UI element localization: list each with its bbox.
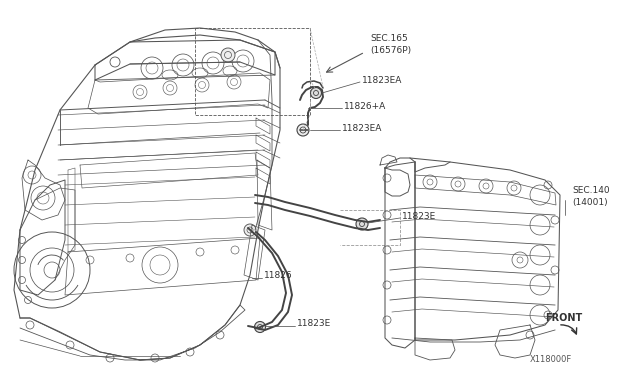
Text: SEC.140: SEC.140 <box>572 186 610 195</box>
Text: 11823EA: 11823EA <box>342 124 382 132</box>
Circle shape <box>244 224 256 236</box>
Text: 11823E: 11823E <box>402 212 436 221</box>
Circle shape <box>356 218 368 230</box>
Circle shape <box>255 321 266 333</box>
Text: SEC.165: SEC.165 <box>370 33 408 42</box>
Text: (14001): (14001) <box>572 198 607 206</box>
Text: 11826: 11826 <box>264 272 292 280</box>
Circle shape <box>221 48 235 62</box>
Text: 11823E: 11823E <box>297 320 332 328</box>
Text: 11826+A: 11826+A <box>344 102 387 110</box>
Text: FRONT: FRONT <box>545 313 582 323</box>
Text: 11823EA: 11823EA <box>362 76 403 84</box>
Circle shape <box>297 124 309 136</box>
Circle shape <box>310 87 321 99</box>
Text: (16576P): (16576P) <box>370 45 411 55</box>
Text: X118000F: X118000F <box>530 356 572 365</box>
